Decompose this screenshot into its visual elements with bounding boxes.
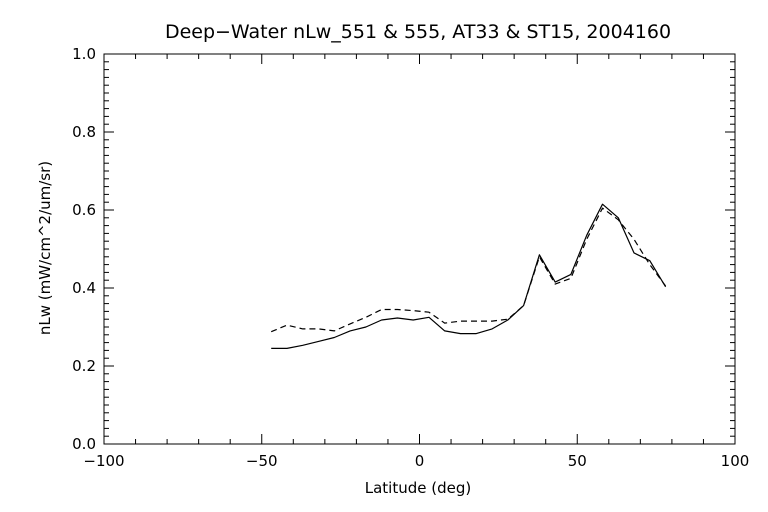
series-group: [270, 203, 667, 349]
y-axis: 0.0 0.2 0.4 0.6 0.8 1.0: [72, 45, 735, 453]
y-tick-label: 0.0: [72, 435, 96, 453]
y-tick-label: 0.6: [72, 201, 96, 219]
series-line-2: [270, 207, 667, 333]
y-axis-label: nLw (mW/cm^2/um/sr): [36, 161, 54, 335]
x-tick-label: −50: [246, 452, 278, 470]
y-tick-label: 0.8: [72, 123, 96, 141]
chart-title: Deep−Water nLw_551 & 555, AT33 & ST15, 2…: [165, 21, 671, 43]
x-tick-label: −100: [83, 452, 124, 470]
y-tick-label: 1.0: [72, 45, 96, 63]
x-tick-label: 100: [721, 452, 750, 470]
x-axis-label: Latitude (deg): [365, 479, 471, 497]
y-tick-label: 0.4: [72, 279, 96, 297]
x-tick-label: 0: [415, 452, 425, 470]
x-axis: −100 −50 0 50 100: [83, 54, 749, 470]
y-tick-label: 0.2: [72, 357, 96, 375]
x-tick-label: 50: [568, 452, 587, 470]
series-line-1: [271, 203, 667, 349]
